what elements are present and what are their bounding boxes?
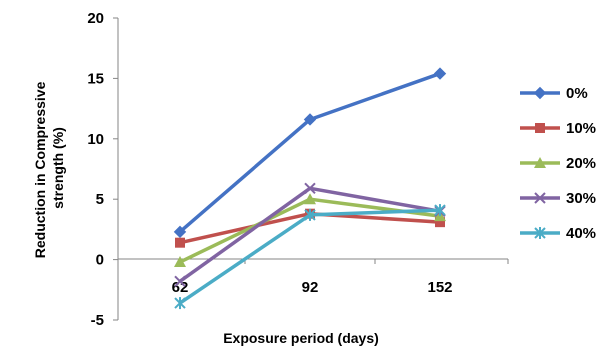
legend-label: 20%	[566, 155, 596, 172]
series-line	[178, 71, 441, 234]
legend-label: 0%	[566, 85, 588, 102]
data-point	[173, 225, 187, 239]
legend-item-40pct: 40%	[520, 225, 596, 242]
data-point	[433, 67, 447, 80]
x-tick-label: 152	[427, 279, 452, 296]
y-tick-label: -5	[91, 312, 104, 329]
data-point	[174, 275, 186, 288]
y-axis-title: Reduction in Compressive strength (%)	[32, 78, 66, 258]
legend-marker	[533, 86, 547, 100]
data-point	[175, 237, 185, 248]
data-point	[304, 193, 316, 205]
legend-marker	[534, 227, 546, 239]
legend-item-30pct: 30%	[520, 190, 596, 207]
legend-item-20pct: 20%	[520, 155, 596, 172]
legend-marker	[534, 192, 546, 204]
legend-label: 40%	[566, 225, 596, 242]
data-point	[304, 182, 316, 195]
legend-item-0pct: 0%	[520, 85, 588, 102]
x-axis-title: Exposure period (days)	[223, 330, 379, 346]
legend-label: 10%	[566, 120, 596, 137]
series-lines	[173, 67, 447, 310]
legend-item-10pct: 10%	[520, 120, 596, 137]
legend: 0% 10% 20% 30% 40%	[520, 85, 596, 242]
series-40pct	[174, 204, 446, 310]
legend-marker	[535, 123, 545, 133]
data-point	[174, 256, 186, 268]
marker-stroke	[534, 192, 546, 204]
y-axis-title-line-1: Reduction in Compressive	[32, 81, 48, 258]
marker-stroke	[304, 182, 316, 195]
y-tick-label: 0	[96, 252, 104, 269]
data-point	[303, 113, 317, 126]
y-tick-label: 10	[87, 131, 104, 148]
legend-marker	[534, 157, 546, 168]
data-point	[434, 204, 446, 217]
series-0pct	[173, 67, 447, 239]
y-tick-label: 15	[87, 70, 104, 87]
data-point	[435, 217, 445, 228]
data-point	[304, 208, 316, 221]
y-tick-label: 20	[87, 10, 104, 27]
x-tick-label: 62	[172, 279, 189, 296]
x-tick-label: 92	[302, 279, 319, 296]
y-axis-title-line-2: strength (%)	[50, 127, 66, 209]
axes: -5 0 5 10 15 20 62 92 152	[87, 10, 509, 329]
data-point	[174, 297, 186, 310]
legend-label: 30%	[566, 190, 596, 207]
y-tick-label: 5	[96, 191, 104, 208]
marker-stroke	[174, 275, 186, 288]
